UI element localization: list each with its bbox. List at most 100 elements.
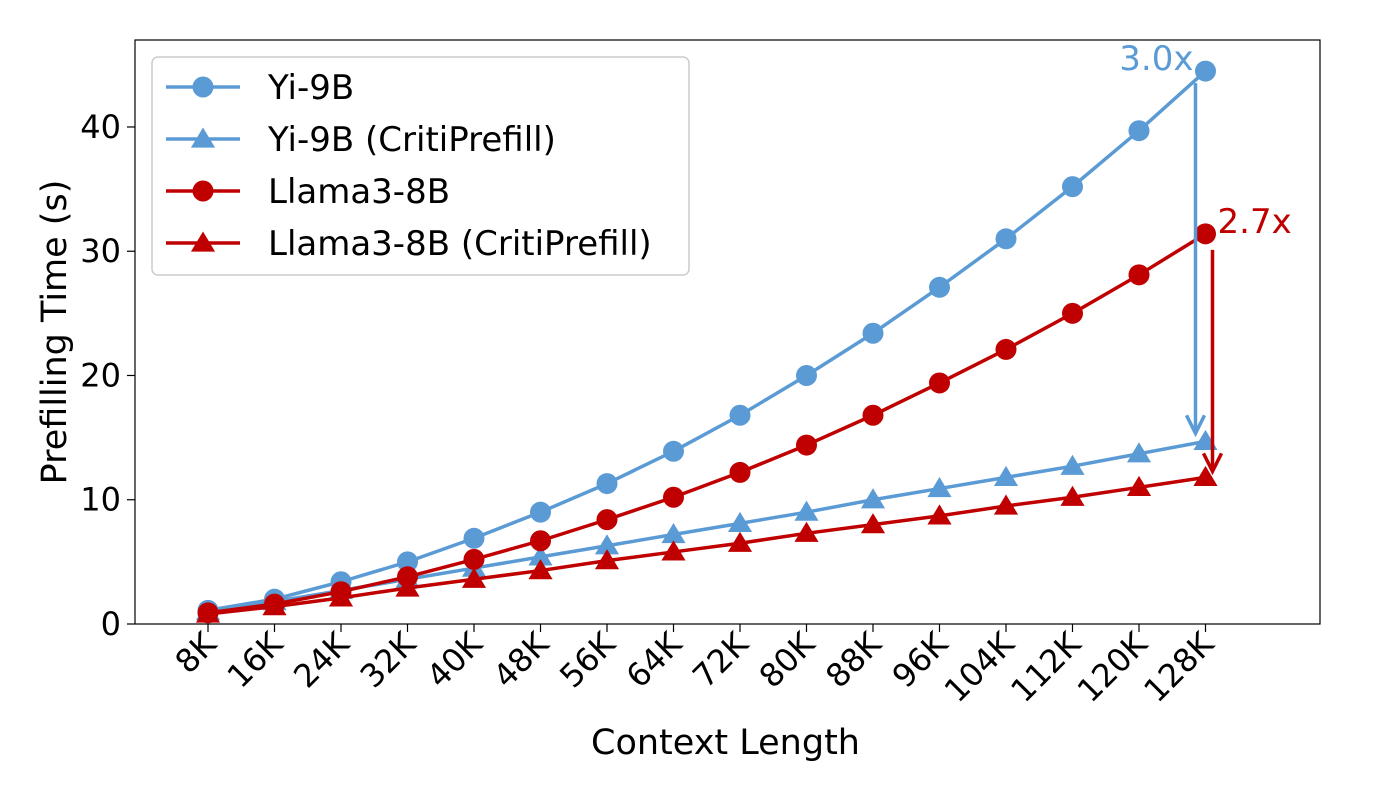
data-point-circle — [796, 364, 817, 386]
speedup-annotation-2: 2.7x — [1201, 202, 1292, 476]
data-point-circle — [1062, 302, 1083, 324]
data-point-triangle — [860, 488, 886, 509]
data-point-triangle — [1126, 442, 1152, 463]
series-3 — [197, 223, 1216, 624]
data-point-circle — [530, 501, 551, 523]
data-point-triangle — [794, 500, 819, 521]
data-point-triangle — [727, 511, 753, 532]
series-layer — [195, 60, 1218, 624]
data-point-circle — [1195, 60, 1216, 82]
x-tick-label: 40K — [419, 624, 490, 695]
data-point-circle — [463, 527, 485, 549]
x-tick-label: 24K — [286, 624, 357, 695]
data-point-circle — [995, 338, 1017, 360]
data-point-circle — [663, 486, 684, 508]
data-point-circle — [729, 461, 751, 483]
y-tick-label: 40 — [80, 108, 121, 146]
data-point-circle — [596, 509, 618, 531]
x-tick-label: 80K — [752, 624, 823, 695]
data-point-triangle — [993, 465, 1019, 487]
data-point-triangle — [395, 576, 420, 597]
data-point-triangle — [1060, 485, 1085, 506]
series-line — [207, 475, 1206, 616]
y-tick-label: 30 — [80, 232, 121, 270]
legend-box — [151, 56, 690, 276]
data-point-triangle — [661, 523, 686, 544]
data-point-triangle — [794, 521, 819, 542]
data-point-triangle — [195, 602, 221, 623]
y-tick-label: 0 — [101, 605, 121, 643]
data-point-triangle — [1126, 475, 1152, 496]
x-tick-label: 56K — [552, 624, 623, 695]
data-point-circle — [929, 276, 950, 298]
data-point-triangle — [594, 534, 620, 555]
data-point-triangle — [328, 586, 354, 607]
x-tick-label: 48K — [486, 624, 557, 695]
x-axis-title: Context Length — [591, 723, 860, 763]
data-point-circle — [1128, 264, 1150, 286]
legend-label: Llama3-8B (CritiPrefill) — [268, 224, 652, 264]
data-point-triangle — [461, 567, 487, 588]
series-line — [207, 232, 1207, 615]
data-point-circle — [663, 440, 684, 462]
speedup-label: 3.0x — [1119, 39, 1193, 79]
legend: Yi-9B Yi-9B (CritiPrefill) Llama3-8B Llama3… — [151, 56, 690, 276]
legend-triangle-marker — [190, 231, 216, 252]
legend-entry: Llama3-8B (CritiPrefill) — [166, 224, 652, 264]
speedup-annotation-1: 3.0x — [1119, 39, 1207, 438]
x-tick-label: 112K — [1003, 624, 1089, 710]
speedup-arrow-head — [1201, 452, 1224, 476]
data-point-circle — [862, 404, 884, 426]
y-tick-label: 20 — [80, 356, 121, 394]
data-point-circle — [1128, 120, 1150, 142]
x-tick-label: 88K — [818, 624, 889, 695]
legend-circle-marker — [192, 76, 214, 98]
speedup-arrow-head — [1184, 414, 1207, 438]
legend-label: Yi-9B (CritiPrefill) — [267, 120, 556, 160]
data-point-triangle — [528, 545, 553, 566]
y-axis-title: Prefilling Time (s) — [35, 180, 75, 485]
x-tick-label: 104K — [937, 624, 1023, 710]
x-tick-label: 64K — [619, 624, 690, 695]
data-point-circle — [530, 530, 551, 552]
series-line — [207, 439, 1206, 614]
data-point-circle — [397, 551, 418, 573]
legend-entry: Yi-9B (CritiPrefill) — [166, 120, 556, 160]
data-point-triangle — [1193, 465, 1218, 487]
data-point-circle — [1062, 176, 1083, 198]
plot-frame — [134, 39, 1321, 625]
speedup-label: 2.7x — [1218, 202, 1292, 242]
legend-entry: Llama3-8B — [166, 172, 450, 212]
plot-area — [134, 39, 1321, 625]
data-point-circle — [463, 548, 485, 570]
data-point-triangle — [727, 531, 753, 552]
x-tick-label: 128K — [1136, 624, 1222, 710]
data-point-triangle — [594, 549, 620, 570]
data-point-triangle — [993, 494, 1019, 515]
legend-triangle-marker — [190, 127, 216, 148]
data-point-circle — [995, 228, 1017, 250]
data-point-triangle — [1060, 454, 1085, 475]
series-line — [207, 69, 1207, 613]
legend-label: Llama3-8B — [268, 172, 450, 212]
data-point-triangle — [927, 504, 952, 525]
data-point-triangle — [860, 513, 886, 534]
y-tick-label: 10 — [80, 481, 121, 519]
x-tick-label: 120K — [1070, 624, 1156, 710]
annotation-layer: 3.0x 2.7x — [1119, 39, 1292, 476]
x-tick-label: 32K — [353, 624, 424, 695]
series-4 — [195, 465, 1218, 623]
data-point-circle — [596, 473, 618, 495]
legend-circle-marker — [192, 180, 214, 202]
data-point-circle — [796, 434, 817, 456]
x-tick-label: 72K — [685, 624, 756, 695]
legend-label: Yi-9B — [267, 68, 354, 108]
data-point-triangle — [262, 595, 287, 616]
legend-entry: Yi-9B — [166, 68, 354, 108]
data-point-circle — [729, 404, 751, 426]
x-tick-label: 16K — [220, 624, 291, 695]
data-point-circle — [929, 372, 950, 394]
data-point-triangle — [661, 540, 686, 561]
data-point-triangle — [528, 559, 553, 580]
